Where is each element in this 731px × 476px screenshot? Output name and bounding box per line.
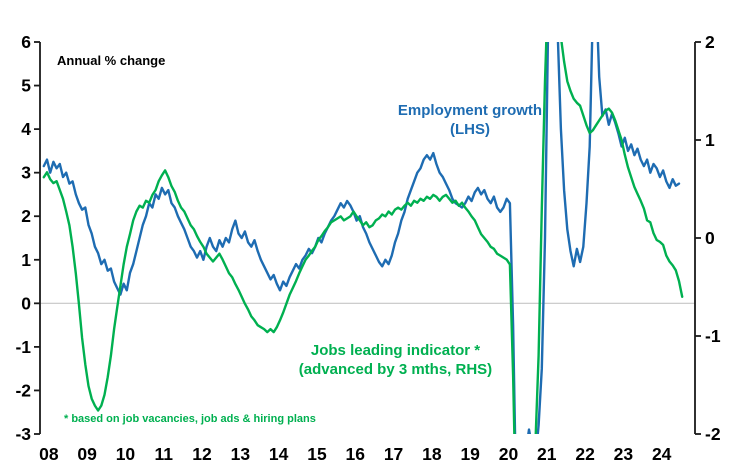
x-axis-tick-label: 24 bbox=[652, 444, 672, 464]
series-label-employment-growth-line2: (LHS) bbox=[450, 121, 490, 138]
x-axis-tick-label: 15 bbox=[307, 444, 327, 464]
x-axis-tick-label: 14 bbox=[269, 444, 289, 464]
axis-units-label: Annual % change bbox=[57, 53, 166, 68]
footnote: * based on job vacancies, job ads & hiri… bbox=[64, 413, 316, 425]
left-axis-tick-label: -1 bbox=[15, 337, 31, 357]
jobs-leading-indicator-line bbox=[42, 42, 684, 434]
left-axis-tick-label: 0 bbox=[21, 293, 31, 313]
right-axis-tick-label: 1 bbox=[705, 130, 715, 150]
x-axis-tick-label: 17 bbox=[384, 444, 403, 464]
left-axis-tick-label: 2 bbox=[21, 206, 31, 226]
right-axis-tick-label: 0 bbox=[705, 228, 715, 248]
series-label-employment-growth: Employment growth (LHS) bbox=[330, 101, 610, 139]
left-axis-tick-label: 4 bbox=[21, 119, 31, 139]
series-label-jobs-leading-indicator: Jobs leading indicator * (advanced by 3 … bbox=[253, 341, 538, 379]
left-axis-tick-label: 6 bbox=[21, 32, 31, 52]
x-axis-tick-label: 16 bbox=[346, 444, 366, 464]
x-axis-tick-label: 08 bbox=[39, 444, 59, 464]
right-axis-tick-label: 2 bbox=[705, 32, 715, 52]
series-label-jobs-leading-indicator-line2: (advanced by 3 mths, RHS) bbox=[298, 361, 493, 378]
x-axis-tick-label: 19 bbox=[460, 444, 480, 464]
employment-growth-line bbox=[42, 42, 681, 434]
x-axis-tick-label: 22 bbox=[575, 444, 595, 464]
x-axis-tick-label: 23 bbox=[614, 444, 634, 464]
x-axis-tick-label: 21 bbox=[537, 444, 557, 464]
x-axis-tick-label: 12 bbox=[192, 444, 212, 464]
right-axis-tick-label: -1 bbox=[705, 326, 721, 346]
right-axis-tick-label: -2 bbox=[705, 424, 721, 444]
series-label-employment-growth-line1: Employment growth bbox=[397, 102, 543, 119]
left-axis-tick-label: 3 bbox=[21, 163, 31, 183]
left-axis-tick-label: -3 bbox=[15, 424, 31, 444]
series-label-jobs-leading-indicator-line1: Jobs leading indicator * bbox=[310, 342, 481, 359]
left-axis-tick-label: 1 bbox=[21, 250, 31, 270]
x-axis-tick-label: 11 bbox=[154, 444, 173, 464]
x-axis-tick-label: 10 bbox=[116, 444, 136, 464]
x-axis-tick-label: 18 bbox=[422, 444, 442, 464]
left-axis-tick-label: 5 bbox=[21, 76, 31, 96]
left-axis-tick-label: -2 bbox=[15, 380, 31, 400]
x-axis-tick-label: 09 bbox=[77, 444, 97, 464]
x-axis-tick-label: 20 bbox=[499, 444, 519, 464]
x-axis-tick-label: 13 bbox=[231, 444, 251, 464]
